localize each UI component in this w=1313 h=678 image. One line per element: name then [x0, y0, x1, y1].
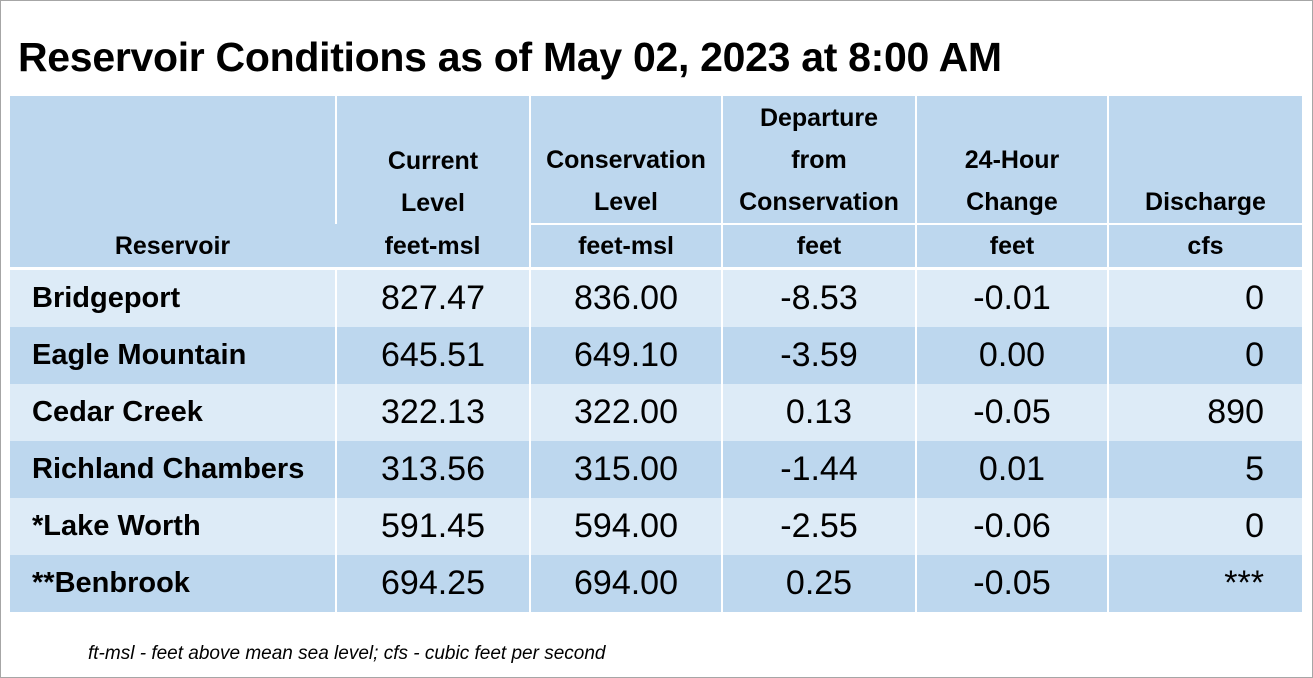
cell-reservoir-name: Richland Chambers [10, 441, 336, 498]
col-header-label-line: Current [387, 147, 479, 175]
cell-current-level: 591.45 [335, 498, 530, 555]
col-header-reservoir: Reservoir [10, 96, 336, 269]
cell-current-level: 322.13 [335, 384, 530, 441]
cell-current-level: 827.47 [335, 267, 530, 327]
cell-24-hour-change: -0.05 [915, 555, 1108, 612]
cell-conservation-level: 322.00 [529, 384, 722, 441]
col-header-label-line: Discharge [1145, 188, 1266, 216]
cell-conservation-level: 694.00 [529, 555, 722, 612]
cell-departure: 0.25 [721, 555, 916, 612]
cell-current-level: 313.56 [335, 441, 530, 498]
cell-discharge: 0 [1107, 327, 1302, 384]
cell-reservoir-name: Cedar Creek [10, 384, 336, 441]
cell-departure: 0.13 [721, 384, 916, 441]
table-row: Bridgeport 827.47 836.00 -8.53 -0.01 0 [10, 267, 1302, 327]
cell-discharge: 890 [1107, 384, 1302, 441]
page-title: Reservoir Conditions as of May 02, 2023 … [18, 34, 1002, 80]
reservoir-table: Reservoir Current Level Conservation Lev… [10, 96, 1302, 612]
cell-discharge: 0 [1107, 267, 1302, 327]
col-header-label-line: Conservation [739, 188, 899, 216]
cell-reservoir-name: *Lake Worth [10, 498, 336, 555]
cell-24-hour-change: 0.01 [915, 441, 1108, 498]
table-row: Cedar Creek 322.13 322.00 0.13 -0.05 890 [10, 384, 1302, 441]
cell-departure: -8.53 [721, 267, 916, 327]
cell-discharge: 0 [1107, 498, 1302, 555]
col-header-24-hour-change: 24-Hour Change [915, 96, 1108, 224]
cell-current-level: 645.51 [335, 327, 530, 384]
col-header-conservation-level: Conservation Level [529, 96, 722, 224]
cell-discharge: *** [1107, 555, 1302, 612]
header-row: Reservoir Current Level Conservation Lev… [10, 96, 1302, 269]
unit-departure: feet [721, 223, 916, 269]
col-header-label-line: Departure [759, 104, 879, 132]
cell-24-hour-change: -0.01 [915, 267, 1108, 327]
table-row: **Benbrook 694.25 694.00 0.25 -0.05 *** [10, 555, 1302, 612]
col-header-discharge: Discharge [1107, 96, 1302, 224]
col-header-label-line: from [791, 146, 847, 174]
cell-conservation-level: 594.00 [529, 498, 722, 555]
cell-reservoir-name: Eagle Mountain [10, 327, 336, 384]
cell-24-hour-change: 0.00 [915, 327, 1108, 384]
unit-conservation-level: feet-msl [529, 223, 722, 269]
cell-conservation-level: 649.10 [529, 327, 722, 384]
col-header-label-line: Conservation [546, 146, 706, 174]
cell-reservoir-name: **Benbrook [10, 555, 336, 612]
unit-24-hour-change: feet [915, 223, 1108, 269]
col-header-label-line: 24-Hour [964, 146, 1060, 174]
cell-conservation-level: 836.00 [529, 267, 722, 327]
cell-departure: -2.55 [721, 498, 916, 555]
cell-24-hour-change: -0.05 [915, 384, 1108, 441]
footnote: ft-msl - feet above mean sea level; cfs … [88, 643, 606, 664]
col-header-current-level: Current Level [335, 96, 530, 224]
table-row: *Lake Worth 591.45 594.00 -2.55 -0.06 0 [10, 498, 1302, 555]
table-row: Richland Chambers 313.56 315.00 -1.44 0.… [10, 441, 1302, 498]
units-row: feet-msl feet-msl feet feet cfs [10, 223, 1302, 269]
col-header-label-line: Change [966, 188, 1058, 216]
unit-discharge: cfs [1107, 223, 1302, 269]
col-header-label-line: Level [594, 188, 658, 216]
col-header-label-line: Level [401, 189, 465, 217]
cell-current-level: 694.25 [335, 555, 530, 612]
cell-24-hour-change: -0.06 [915, 498, 1108, 555]
col-header-reservoir-label: Reservoir [114, 232, 231, 260]
cell-discharge: 5 [1107, 441, 1302, 498]
table-row: Eagle Mountain 645.51 649.10 -3.59 0.00 … [10, 327, 1302, 384]
unit-current-level: feet-msl [336, 224, 530, 269]
cell-departure: -1.44 [721, 441, 916, 498]
col-header-departure: Departure from Conservation [721, 96, 916, 224]
cell-departure: -3.59 [721, 327, 916, 384]
cell-reservoir-name: Bridgeport [10, 267, 336, 327]
cell-conservation-level: 315.00 [529, 441, 722, 498]
